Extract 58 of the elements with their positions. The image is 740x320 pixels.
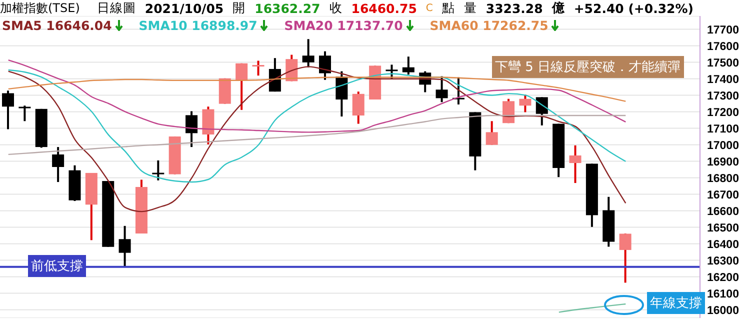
y-tick-label: 17600 bbox=[707, 40, 739, 53]
y-tick-label: 16100 bbox=[707, 288, 739, 300]
chart-title: 加權指數(TSE) bbox=[0, 0, 80, 16]
candlestick bbox=[386, 64, 398, 80]
y-tick-label: 17700 bbox=[707, 24, 739, 36]
y-tick-label: 17200 bbox=[707, 106, 739, 119]
text: 2021/10/05 bbox=[144, 0, 224, 16]
text: 年線支撐 bbox=[647, 292, 705, 314]
text: 收 bbox=[329, 0, 342, 16]
candlestick bbox=[186, 110, 198, 148]
y-tick-label: 16700 bbox=[707, 189, 739, 202]
candlestick bbox=[486, 120, 498, 146]
y-tick-label: 16600 bbox=[707, 206, 739, 218]
candlestick bbox=[319, 50, 331, 81]
y-tick-label: 16400 bbox=[707, 238, 739, 251]
candlestick bbox=[402, 56, 414, 76]
candlestick bbox=[118, 224, 131, 268]
y-tick-label: 16000 bbox=[707, 304, 739, 317]
candlestick bbox=[536, 96, 548, 126]
candlestick bbox=[436, 75, 448, 104]
text: SMA20 17137.70 bbox=[284, 18, 404, 33]
y-tick-label: 16800 bbox=[707, 172, 739, 185]
candlestick bbox=[619, 232, 632, 284]
text: 16362.27 bbox=[254, 0, 320, 16]
text: 16460.75 bbox=[351, 0, 417, 16]
y-tick-label: 17500 bbox=[707, 57, 739, 70]
candlestick bbox=[352, 90, 364, 125]
y-tick-label: 17300 bbox=[707, 90, 739, 102]
candlestick bbox=[236, 62, 248, 111]
y-tick-label: 17100 bbox=[707, 123, 739, 136]
y-tick-label: 17400 bbox=[707, 74, 739, 86]
ref-line-label: 前低支撐 bbox=[28, 254, 86, 277]
text: C bbox=[426, 2, 433, 14]
y-tick-label: 16500 bbox=[707, 222, 739, 234]
text: SMA60 17262.75 bbox=[430, 18, 550, 33]
candlestick bbox=[519, 94, 532, 114]
text: 量 bbox=[464, 0, 477, 16]
text: SMA10 16898.97 bbox=[138, 18, 258, 33]
candlestick bbox=[569, 144, 582, 184]
text: 開 bbox=[232, 0, 246, 16]
candlestick bbox=[152, 159, 164, 182]
text: 日線圖 bbox=[96, 0, 136, 16]
candlestick bbox=[2, 90, 14, 130]
annotation: 下彎 5 日線反壓突破．才能續彈 bbox=[492, 56, 684, 78]
candlestick bbox=[302, 38, 314, 68]
text: 億 bbox=[552, 0, 565, 16]
line-series bbox=[8, 59, 626, 133]
y-tick-label: 16900 bbox=[707, 156, 739, 168]
text: 3323.28 bbox=[486, 0, 543, 16]
candlestick bbox=[18, 104, 31, 122]
candlestick bbox=[52, 146, 64, 184]
y-tick-label: 17000 bbox=[707, 140, 739, 152]
text: 點 bbox=[442, 0, 455, 16]
candlestick bbox=[252, 60, 264, 77]
text: SMA5 16646.04 bbox=[2, 18, 113, 33]
text: +52.40 (+0.32%) bbox=[574, 0, 694, 16]
y-tick-label: 16200 bbox=[707, 272, 739, 284]
y-tick-label: 16300 bbox=[707, 255, 739, 268]
